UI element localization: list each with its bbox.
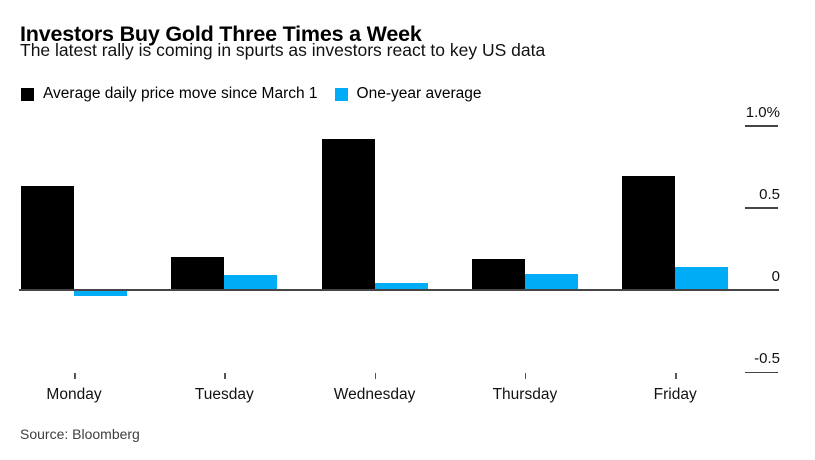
bar-wednesday-one-year [374, 283, 428, 290]
y-tick-label: -0.5 [754, 350, 780, 368]
legend-label-daily-move: Average daily price move since March 1 [43, 85, 318, 102]
legend-swatch-black [21, 87, 34, 101]
x-tick-monday [74, 373, 76, 379]
chart-legend: Average daily price move since March 1 O… [21, 85, 481, 103]
x-tick-wednesday [374, 373, 377, 379]
legend-item-one-year: One-year average [334, 85, 482, 103]
bar-monday-daily-move [21, 186, 74, 290]
chart-subtitle: The latest rally is coming in spurts as … [20, 40, 546, 60]
y-tick-line [745, 207, 778, 209]
y-tick-line [745, 125, 778, 127]
y-tick-label: 0 [771, 268, 780, 285]
legend-swatch-cyan [334, 87, 348, 101]
x-tick-thursday [524, 373, 527, 379]
source-note: Source: Bloomberg [20, 426, 140, 442]
x-label-friday: Friday [653, 386, 697, 403]
x-tick-tuesday [224, 373, 226, 379]
y-tick-label: 0.5 [759, 185, 780, 203]
legend-item-daily-move: Average daily price move since March 1 [21, 85, 318, 103]
x-label-tuesday: Tuesday [194, 386, 254, 403]
bar-wednesday-daily-move [321, 138, 375, 290]
y-tick-label: 1.0% [745, 103, 780, 121]
chart-title: Investors Buy Gold Three Times a Week [20, 22, 422, 47]
y-tick-line [745, 371, 778, 374]
legend-label-one-year: One-year average [356, 85, 482, 102]
x-tick-friday [675, 373, 677, 379]
x-label-thursday: Thursday [492, 386, 558, 403]
bar-thursday-one-year [524, 273, 578, 290]
bar-tuesday-daily-move [171, 257, 225, 290]
bar-friday-daily-move [622, 176, 676, 290]
bar-thursday-daily-move [471, 258, 525, 290]
bar-monday-one-year [74, 291, 127, 296]
x-label-monday: Monday [46, 386, 102, 403]
bar-tuesday-one-year [224, 275, 278, 290]
zero-axis-line [19, 289, 779, 291]
bar-friday-one-year [675, 266, 729, 290]
x-label-wednesday: Wednesday [333, 386, 416, 403]
